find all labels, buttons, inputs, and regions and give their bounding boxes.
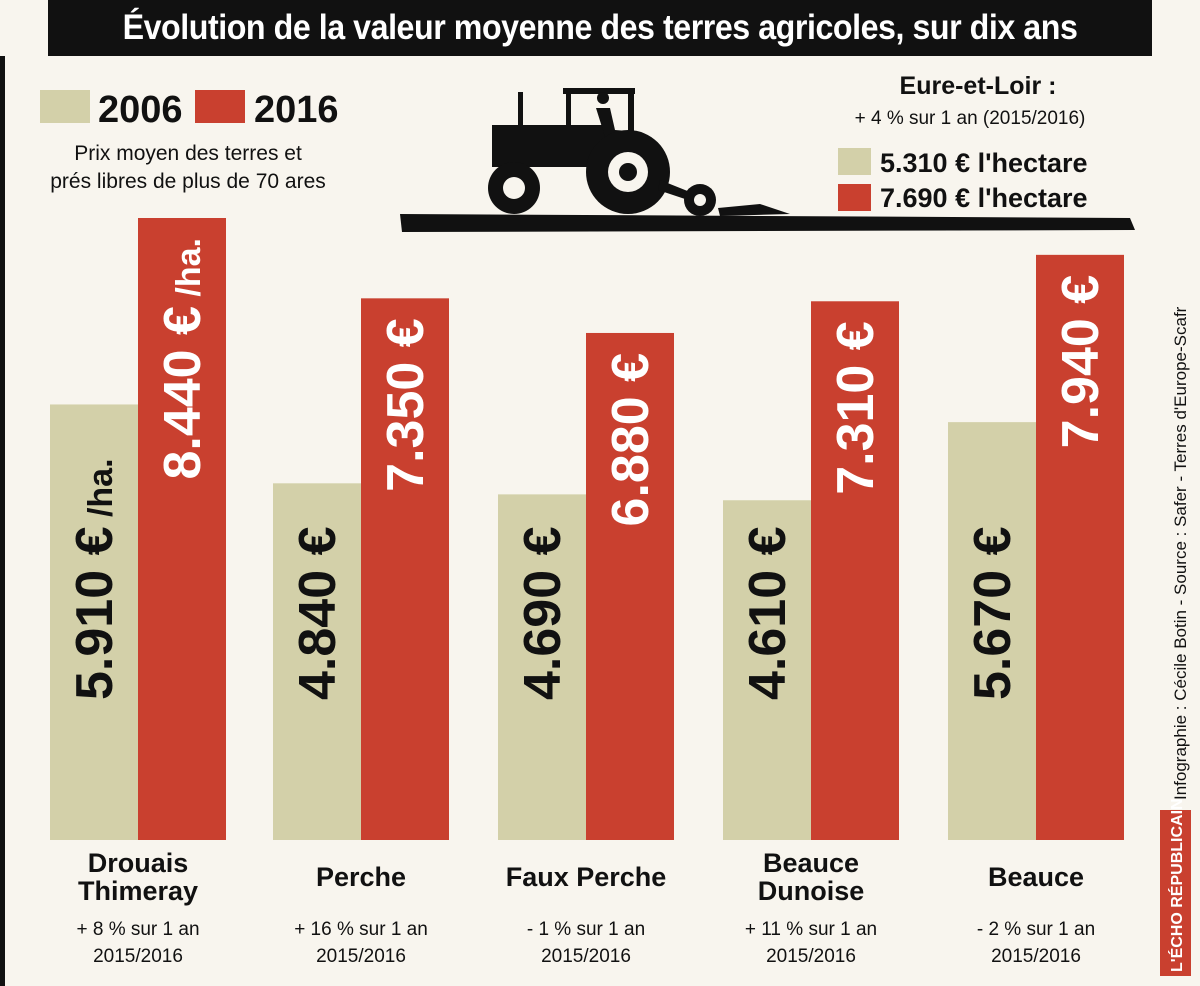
value-suffix: /ha. [82,458,120,526]
legend-swatch-2016 [195,90,245,123]
change-label-1: + 8 % sur 1 an [76,919,199,940]
summary-swatch-2016 [838,184,871,211]
summary-change: + 4 % sur 1 an (2015/2016) [855,108,1086,129]
legend-note-line1: Prix moyen des terres et [74,142,302,165]
summary-value-2006: 5.310 € l'hectare [880,148,1088,178]
bar-2016-3 [586,332,674,840]
summary-title: Eure-et-Loir : [900,72,1057,100]
logo-box [1160,810,1191,976]
category-label-2: Perche [316,862,406,892]
legend-note-line2: prés libres de plus de 70 ares [50,170,326,193]
credits: Infographie : Cécile Botin - Source : Sa… [1171,306,1190,800]
bar-2006-5 [948,422,1036,840]
category-label-1: Drouais [88,848,189,878]
category-label-4: Beauce [763,848,859,878]
bar-2016-5 [1036,254,1124,841]
category-label-4: Dunoise [758,876,865,906]
value-label-2006-4: 4.610 € [739,527,797,701]
category-label-5: Beauce [988,862,1084,892]
summary-value-2016: 7.690 € l'hectare [880,183,1088,213]
period-label-5: 2015/2016 [991,946,1081,967]
bar-2016-4 [811,301,899,841]
bar-2006-1 [50,404,138,840]
period-label-4: 2015/2016 [766,946,856,967]
change-label-3: - 1 % sur 1 an [527,919,645,940]
summary-swatch-2006 [838,148,871,175]
bar-2006-4 [723,500,811,840]
value-label-2016-4: 7.310 € [827,321,885,495]
logo-text: L'ÉCHO RÉPUBLICAIN [1167,798,1186,972]
tractor-icon [400,88,1135,232]
bar-2016-2 [361,298,449,841]
change-label-5: - 2 % sur 1 an [977,919,1095,940]
period-label-1: 2015/2016 [93,946,183,967]
bar-2016-1 [138,218,226,840]
value-label-2016-1: 8.440 € /ha. [154,238,212,480]
legend-label-2006: 2006 [98,89,183,131]
value-label-2016-5: 7.940 € [1052,275,1110,449]
category-label-1: Thimeray [78,876,198,906]
value-label-2006-5: 5.670 € [964,527,1022,701]
change-label-2: + 16 % sur 1 an [294,919,428,940]
value-label-2006-3: 4.690 € [514,527,572,701]
category-label-3: Faux Perche [506,862,667,892]
legend-label-2016: 2016 [254,89,339,131]
change-label-4: + 11 % sur 1 an [745,919,877,940]
legend-swatch-2006 [40,90,90,123]
period-label-3: 2015/2016 [541,946,631,967]
bar-2006-2 [273,483,361,840]
value-label-2016-3: 6.880 € [602,353,660,526]
left-border [0,56,5,986]
value-label-2006-2: 4.840 € [289,527,347,701]
chart-title: Évolution de la valeur moyenne des terre… [48,0,1152,56]
value-label-2016-2: 7.350 € [377,318,435,492]
period-label-2: 2015/2016 [316,946,406,967]
value-suffix: /ha. [170,238,208,306]
value-label-2006-1: 5.910 € /ha. [66,458,124,700]
bar-2006-3 [498,494,586,840]
